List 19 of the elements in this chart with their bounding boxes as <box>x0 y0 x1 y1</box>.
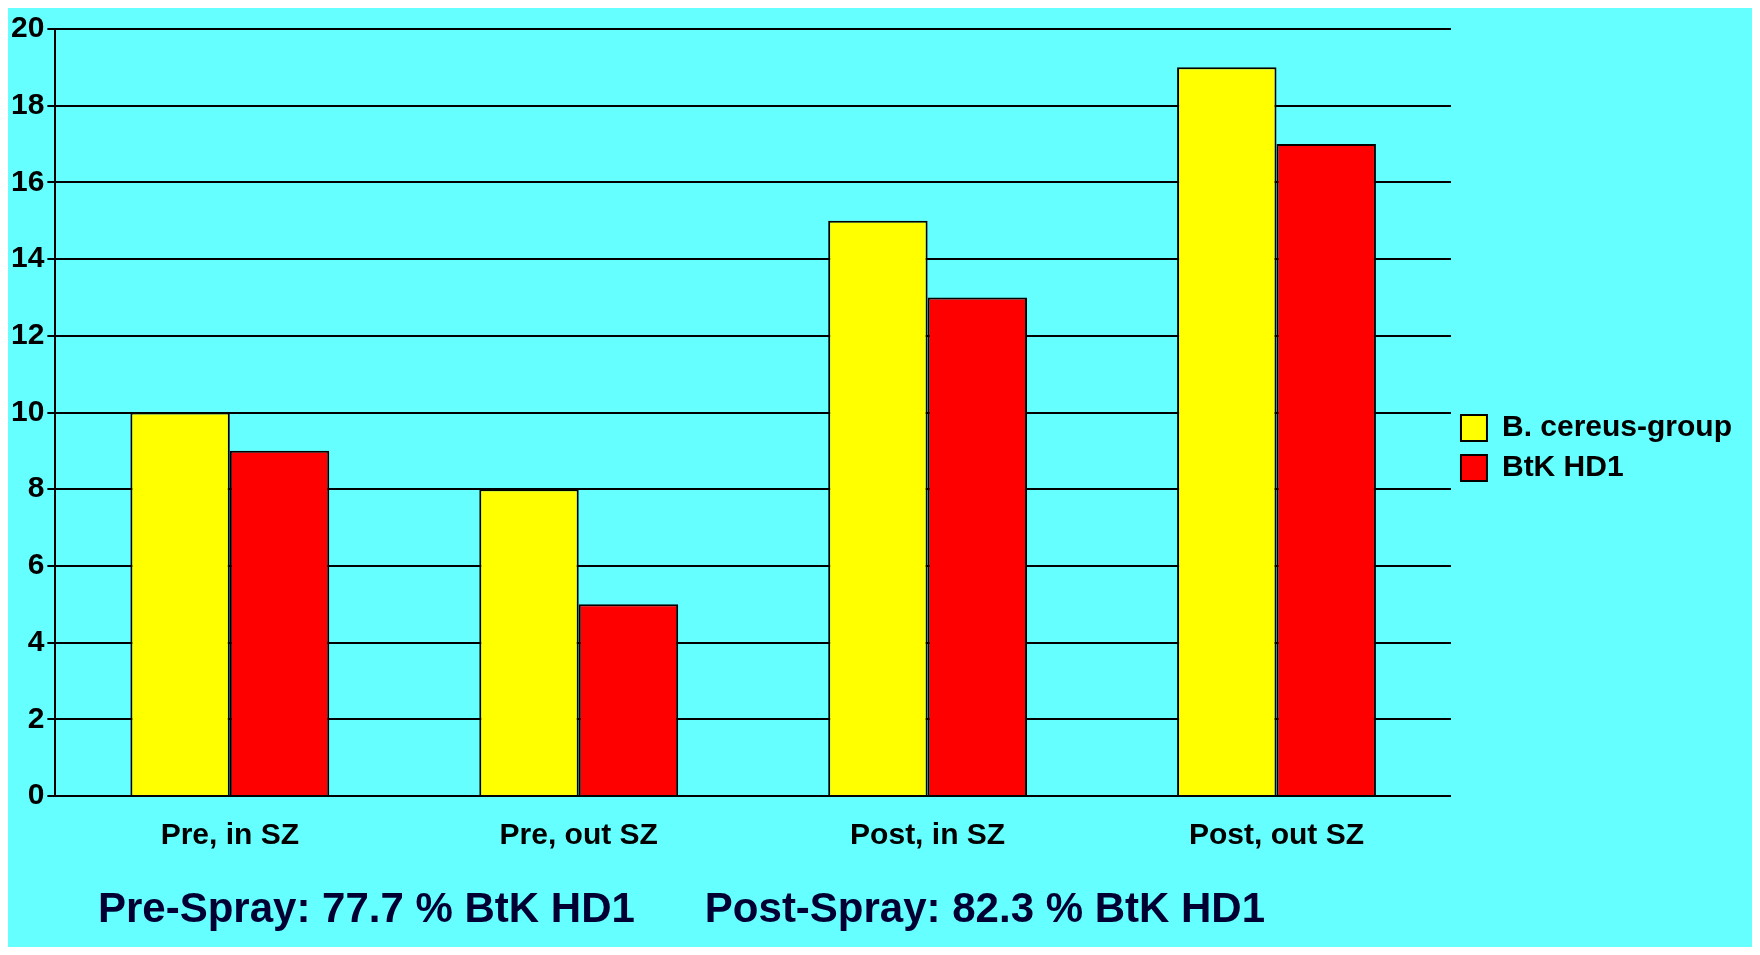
legend-label: BtK HD1 <box>1501 449 1624 483</box>
x-tick-label: Pre, in SZ <box>160 817 300 851</box>
x-tick-label: Pre, out SZ <box>499 817 658 851</box>
y-tick-label: 18 <box>10 86 45 120</box>
y-tick-label: 16 <box>10 163 45 197</box>
x-tick-label: Post, out SZ <box>1189 817 1365 851</box>
y-tick-label: 6 <box>27 547 45 581</box>
y-tick-label: 12 <box>10 317 45 351</box>
text: Pre-Spray: 77.7 % BtK HD1 <box>98 883 635 932</box>
legend-label: B. cereus-group <box>1501 409 1733 443</box>
x-tick-label: Post, in SZ <box>850 817 1006 851</box>
y-tick-label: 8 <box>27 470 45 504</box>
y-tick-label: 2 <box>27 700 45 734</box>
y-tick-label: 20 <box>10 10 45 44</box>
y-tick-label: 4 <box>27 623 45 657</box>
y-tick-label: 0 <box>27 777 45 811</box>
text: Post-Spray: 82.3 % BtK HD1 <box>704 883 1266 932</box>
y-tick-label: 10 <box>10 393 45 427</box>
y-tick-label: 14 <box>10 240 45 274</box>
